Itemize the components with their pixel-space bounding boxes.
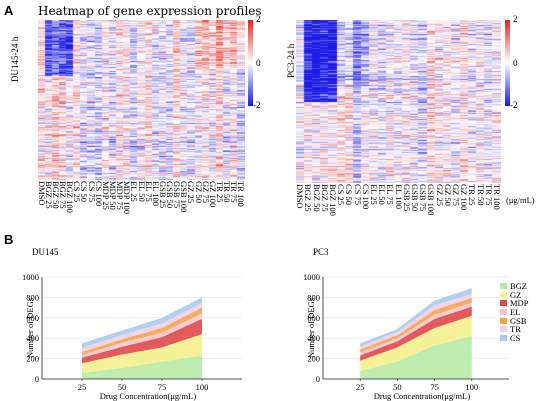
colorbar-pc3-mid: 0 — [513, 58, 518, 68]
y-tick-label: 600 — [307, 313, 320, 323]
area-series-gz — [82, 334, 202, 373]
y-tick-label: 0 — [35, 374, 39, 384]
x-axis-label: Drug Concentration(μg/mL) — [100, 391, 197, 401]
y-tick-label: 200 — [307, 354, 320, 364]
area-series-cs — [82, 297, 202, 348]
colorbar-du145 — [248, 20, 253, 106]
y-tick-label: 800 — [26, 292, 39, 302]
area-series-bgz — [82, 355, 202, 379]
area-series-gz — [360, 315, 472, 371]
area-series-gsb — [82, 307, 202, 356]
x-tick-label: 25 — [78, 382, 87, 392]
y-tick-label: 800 — [307, 292, 320, 302]
x-tick-label: 75 — [158, 382, 167, 392]
y-tick-label: 1000 — [303, 272, 320, 282]
x-tick-label: 75 — [430, 382, 439, 392]
legend-label: EL — [510, 307, 521, 318]
legend-label: TR — [510, 324, 521, 335]
y-tick-label: 1000 — [22, 272, 39, 282]
legend-label: CS — [510, 332, 521, 343]
area-series-gsb — [360, 297, 472, 353]
area-series-tr — [82, 303, 202, 352]
area-series-cs — [360, 288, 472, 347]
x-tick-label: 100 — [196, 382, 209, 392]
heatmap-row-label-du145: DU145-24 h — [10, 36, 20, 82]
y-tick-label: 0 — [316, 374, 320, 384]
colorbar-du145-max: 2 — [256, 14, 261, 24]
area-chart-legend: BGZ GZ MDP EL GSB TR CS — [500, 281, 529, 343]
area-series-tr — [360, 293, 472, 350]
x-tick-label: 25 — [356, 382, 365, 392]
legend-item-gsb: GSB — [500, 315, 528, 326]
area-series-el — [82, 313, 202, 358]
heatmap-column-label: TR 100 — [236, 181, 247, 207]
heatmap-unit-label: (μg/mL) — [506, 195, 535, 205]
y-axis-label: Number of DEGs — [306, 298, 316, 358]
legend-item-cs: CS — [500, 332, 528, 343]
legend-swatch — [500, 334, 507, 341]
legend-item-bgz: BGZ — [500, 281, 528, 292]
heatmap-row-label-pc3: PC3-24 h — [286, 43, 296, 78]
colorbar-pc3 — [505, 20, 510, 106]
legend-label: GZ — [510, 289, 522, 300]
panel-a-letter: A — [4, 3, 14, 18]
y-axis-label: Number of DEGs — [25, 298, 35, 358]
area-series-mdp — [82, 318, 202, 364]
legend-item-el: EL — [500, 307, 528, 318]
y-tick-label: 200 — [26, 354, 39, 364]
legend-label: BGZ — [510, 281, 527, 292]
heatmap-column-label: TR 100 — [491, 184, 502, 210]
panel-b-letter: B — [4, 232, 14, 247]
legend-label: GSB — [510, 315, 527, 326]
legend-swatch — [500, 317, 507, 324]
x-tick-label: 50 — [393, 382, 402, 392]
legend-swatch — [500, 326, 507, 333]
legend-label: MDP — [510, 298, 529, 309]
pc3-chart-title: PC3 — [313, 247, 329, 257]
heatmap-pc3 — [296, 20, 501, 183]
legend-item-gz: GZ — [500, 289, 528, 300]
heatmap-title: Heatmap of gene expression profiles — [38, 4, 262, 18]
area-series-mdp — [360, 306, 472, 361]
legend-swatch — [500, 291, 507, 298]
area-series-bgz — [360, 336, 472, 379]
y-tick-label: 600 — [26, 313, 39, 323]
legend-swatch — [500, 309, 507, 316]
legend-item-tr: TR — [500, 324, 528, 335]
x-axis-label: Drug Concentration(μg/mL) — [374, 391, 471, 401]
x-tick-label: 100 — [465, 382, 478, 392]
du145-chart-title: DU145 — [32, 247, 59, 257]
colorbar-pc3-min: -2 — [510, 100, 518, 110]
legend-item-mdp: MDP — [500, 298, 529, 309]
heatmap-du145 — [38, 20, 245, 180]
colorbar-pc3-max: 2 — [513, 14, 518, 24]
colorbar-du145-mid: 0 — [256, 58, 261, 68]
y-tick-label: 400 — [307, 333, 320, 343]
legend-swatch — [500, 283, 507, 290]
legend-swatch — [500, 300, 507, 307]
colorbar-du145-min: -2 — [253, 100, 261, 110]
y-tick-label: 400 — [26, 333, 39, 343]
x-tick-label: 50 — [118, 382, 127, 392]
